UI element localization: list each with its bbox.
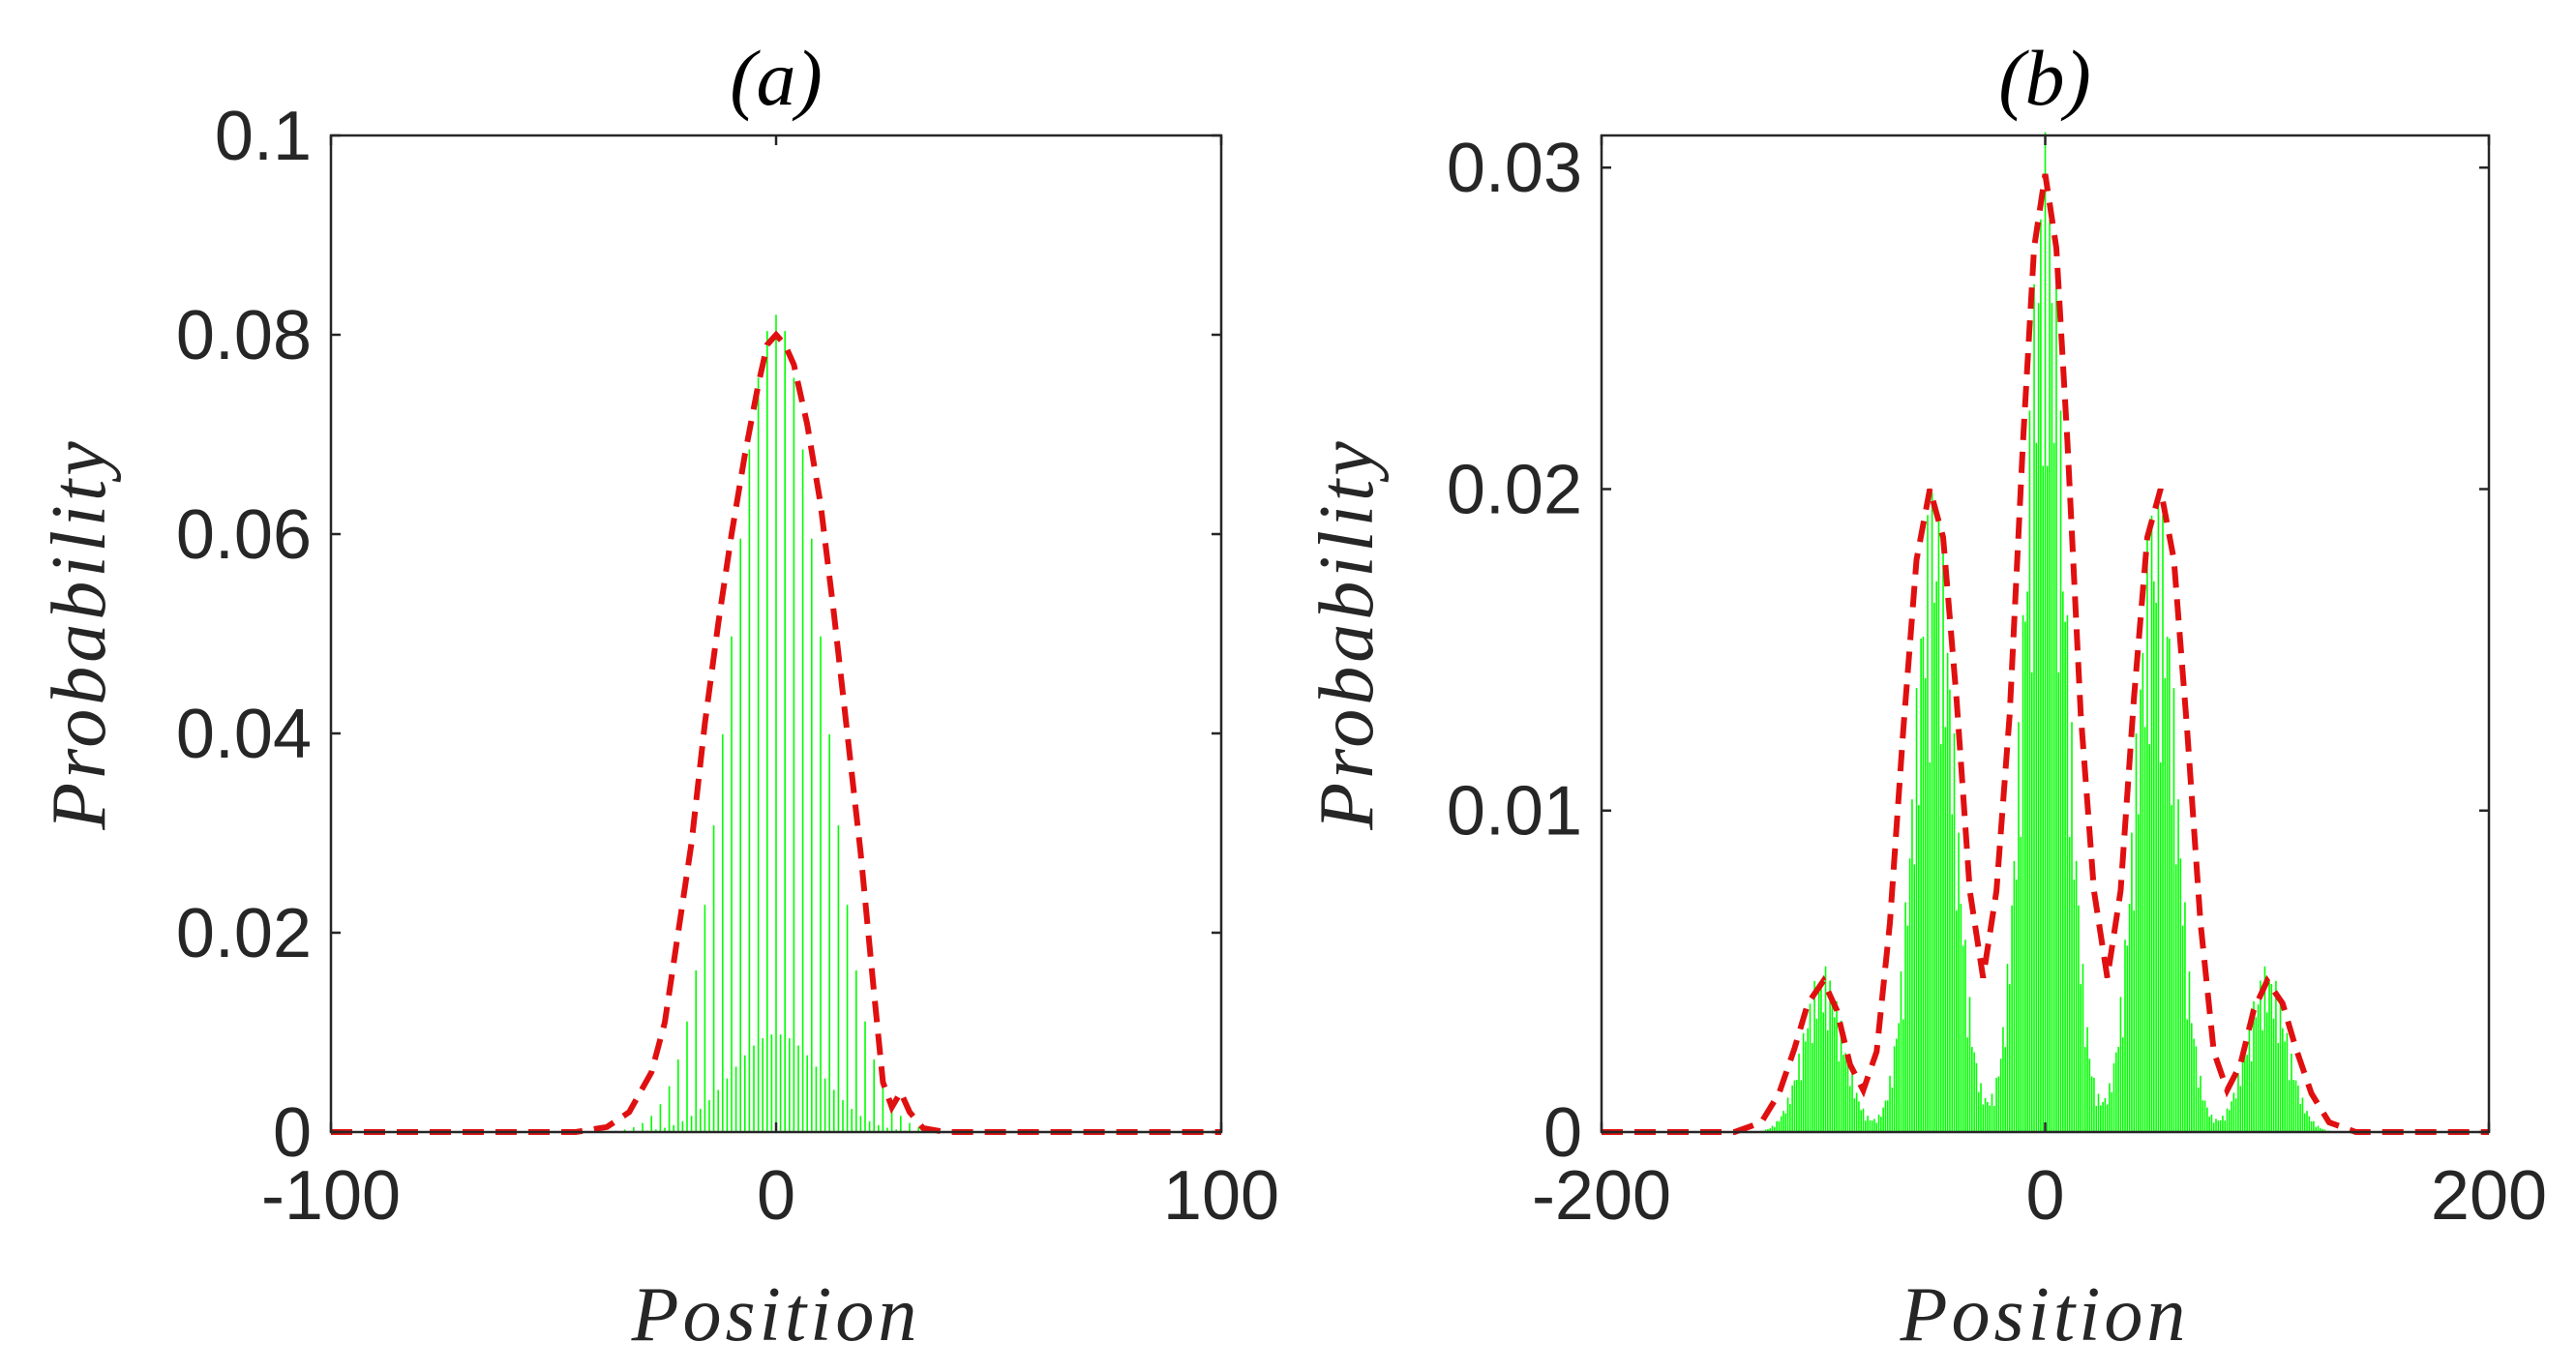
x-tick-label: -200: [1532, 1157, 1671, 1235]
panel-a-title: (a): [730, 34, 823, 122]
y-tick-label: 0.02: [1447, 451, 1582, 528]
y-tick-label: 0: [273, 1094, 312, 1172]
x-tick-label: -100: [261, 1157, 401, 1235]
x-tick-label: 0: [757, 1157, 795, 1235]
panel-b-plot: [1602, 132, 2489, 1135]
panel-b-stems: [1745, 132, 2346, 1132]
panel-b-envelope-line: [1602, 173, 2489, 1135]
y-tick-label: 0.1: [215, 98, 312, 175]
panel-b: (b) 00.010.020.03-200 0 200 Position Proba…: [1304, 34, 2547, 1357]
panel-a-stems: [597, 314, 955, 1132]
y-tick-label: 0.01: [1447, 773, 1582, 850]
panel-a-xlabel: Position: [631, 1272, 921, 1357]
panel-a-ylabel: Probability: [37, 437, 122, 830]
y-tick-label: 0: [1543, 1094, 1582, 1172]
x-tick-label: 100: [1163, 1157, 1279, 1235]
y-tick-label: 0.06: [176, 496, 312, 574]
panel-a-ticks: 00.020.040.060.080.1-100 0 100: [176, 98, 1279, 1235]
panel-b-ticks: 00.010.020.03-200 0 200: [1447, 130, 2547, 1235]
x-tick-label: 0: [2025, 1157, 2064, 1235]
panel-a-plot: [331, 314, 1221, 1135]
x-tick-label: 200: [2431, 1157, 2547, 1235]
panel-a-envelope-line: [331, 330, 1221, 1135]
panel-a: (a) 00.020.040.060.080.1-100 0 100 Positio…: [37, 34, 1279, 1357]
panel-b-xlabel: Position: [1900, 1272, 2190, 1357]
y-tick-label: 0.04: [176, 696, 312, 773]
y-tick-label: 0.03: [1447, 130, 1582, 207]
panel-b-title: (b): [1998, 34, 2091, 122]
panel-b-ylabel: Probability: [1304, 437, 1390, 830]
y-tick-label: 0.08: [176, 297, 312, 374]
y-tick-label: 0.02: [176, 895, 312, 972]
